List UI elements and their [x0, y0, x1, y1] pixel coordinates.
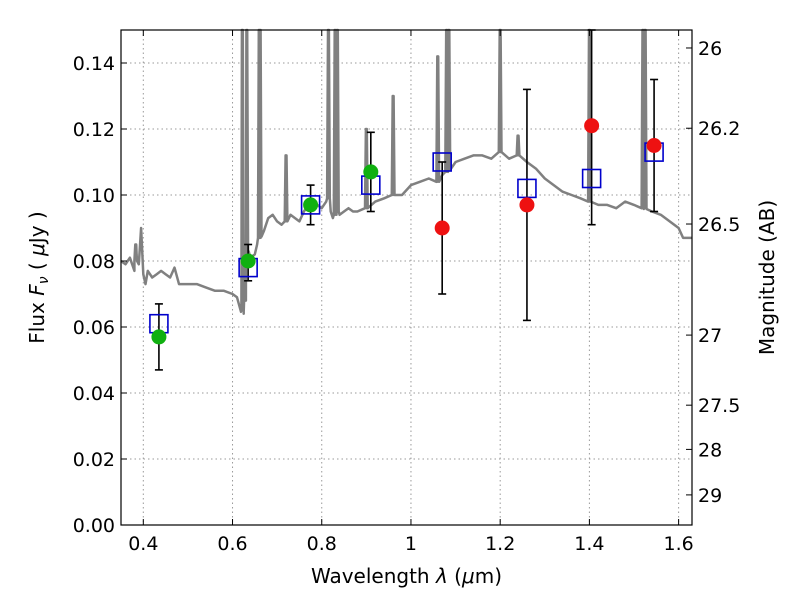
model-box-marker [432, 152, 452, 172]
y-tick-label: 0.04 [73, 383, 115, 405]
y2-tick-label: 29 [698, 485, 722, 507]
y-tick-label: 0.00 [73, 515, 115, 537]
y2-tick-label: 27.5 [698, 395, 740, 417]
x-tick-label: 0.8 [307, 533, 337, 555]
observed-green-point [303, 197, 319, 213]
observed-green-point [363, 164, 379, 180]
observed-red-point [584, 118, 600, 134]
x-axis-label-unit: m) [475, 564, 502, 588]
y-tick-label: 0.12 [73, 119, 115, 141]
x-tick-label: 0.4 [128, 533, 158, 555]
y-tick-label: 0.14 [73, 53, 115, 75]
model-box-marker [581, 168, 602, 189]
x-axis-label-unit-var: μ [461, 564, 475, 588]
x-tick-label: 1 [405, 533, 417, 555]
y-tick-label: 0.06 [73, 317, 115, 339]
y-axis-label-prefix: Flux [25, 296, 49, 344]
marker-layer [149, 118, 664, 345]
y-tick-labels: 0.00 0.02 0.04 0.06 0.08 0.10 0.12 0.14 [73, 53, 115, 537]
x-tick-labels: 0.4 0.6 0.8 1 1.2 1.4 1.6 [128, 533, 694, 555]
x-tick-label: 1.2 [485, 533, 515, 555]
x-axis-label-prefix: Wavelength [311, 564, 436, 588]
y-tick-label: 0.10 [73, 185, 115, 207]
x-tick-label: 0.6 [217, 533, 247, 555]
x-tick-label: 1.4 [574, 533, 604, 555]
y2-axis-label: Magnitude (AB) [755, 200, 779, 355]
y2-tick-label: 26 [698, 38, 722, 60]
observed-green-point [151, 329, 167, 345]
x-axis-label-var: λ [435, 564, 448, 588]
y2-tick-label: 26.2 [698, 118, 740, 140]
y-axis-label-unit-var: μ [25, 243, 49, 257]
y-axis-label: Flux Fν ( μJy ) [25, 211, 52, 343]
y-axis-label-unit: Jy ) [25, 211, 49, 245]
grid [121, 30, 692, 526]
y-tick-label: 0.02 [73, 449, 115, 471]
x-tick-label: 1.6 [664, 533, 694, 555]
observed-red-point [434, 220, 450, 236]
y-axis-label-sub: ν [36, 276, 52, 284]
spectrum-layer [120, 28, 692, 316]
model-box-marker [300, 195, 321, 215]
ticks-layer [121, 30, 692, 526]
spectrum-line [120, 28, 692, 316]
y-axis-label-var: F [25, 284, 49, 296]
x-axis-label-mid: ( [448, 564, 462, 588]
observed-green-point [240, 253, 256, 269]
y2-tick-label: 27 [698, 325, 722, 347]
y2-tick-labels: 26 26.2 26.5 27 27.5 28 29 [698, 38, 740, 507]
observed-red-point [519, 197, 535, 213]
plot-frame [120, 29, 693, 526]
y-axis-label-mid: ( [25, 256, 49, 277]
y2-tick-label: 26.5 [698, 214, 740, 236]
y2-tick-label: 28 [698, 439, 722, 461]
x-axis-label: Wavelength λ (μm) [311, 564, 502, 588]
y-tick-label: 0.08 [73, 251, 115, 273]
observed-red-point [646, 138, 662, 153]
